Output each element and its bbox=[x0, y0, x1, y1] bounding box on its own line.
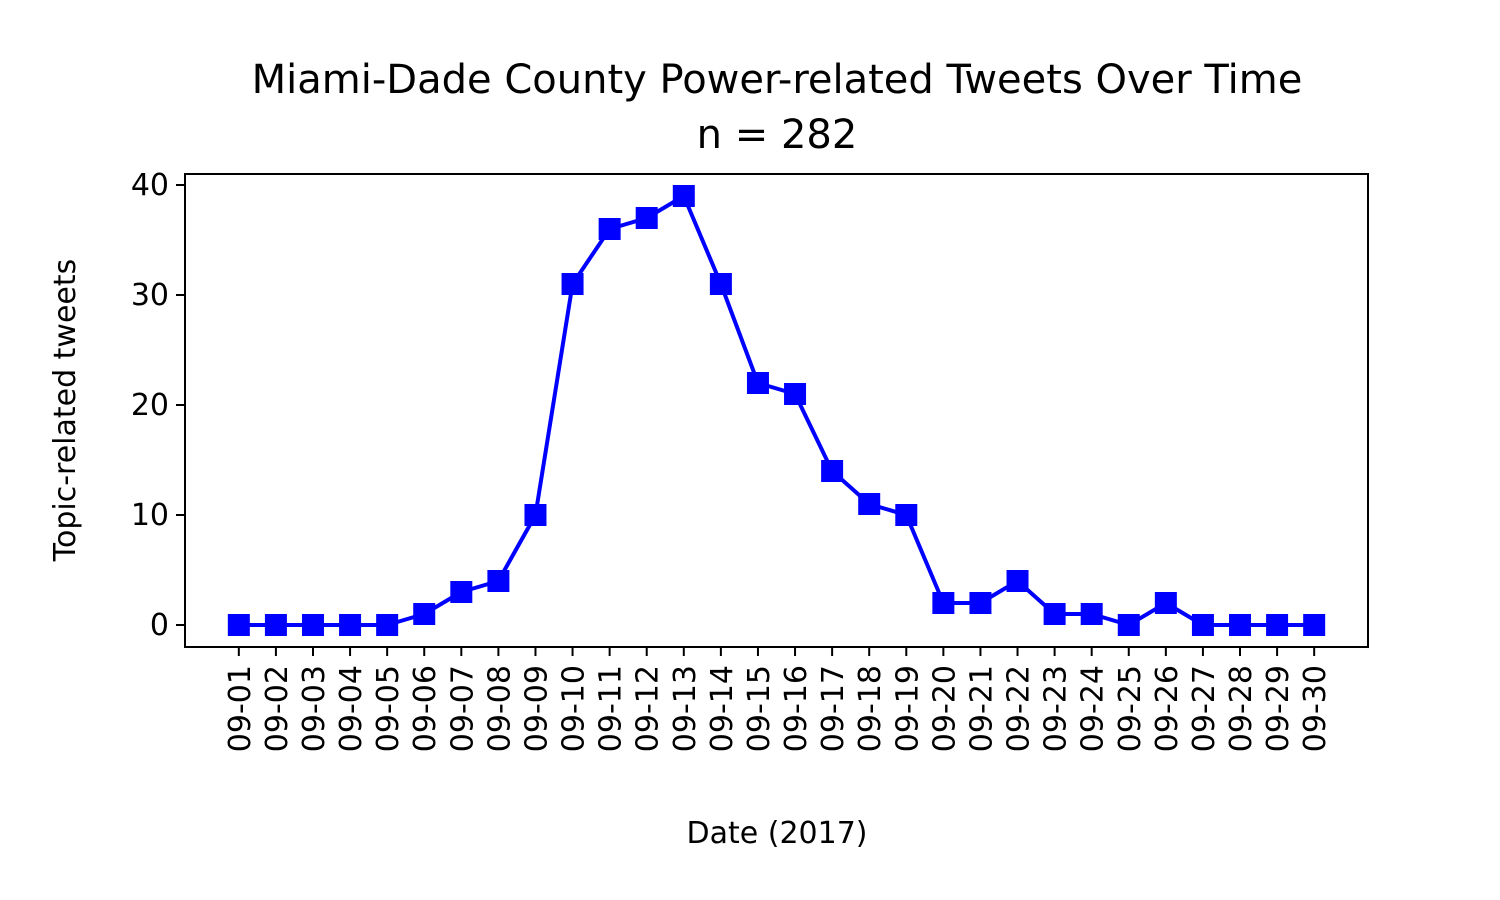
data-point bbox=[1266, 614, 1289, 636]
data-point bbox=[932, 592, 955, 614]
x-axis-label: Date (2017) bbox=[687, 816, 868, 851]
plot-area-frame bbox=[184, 173, 1369, 648]
series-line bbox=[227, 185, 1326, 636]
chart-subtitle: n = 282 bbox=[697, 112, 858, 158]
data-point bbox=[784, 383, 807, 405]
x-tick-label: 09-05 bbox=[371, 665, 406, 752]
series-polyline bbox=[238, 194, 1315, 627]
data-point bbox=[1006, 570, 1029, 592]
x-tick-label: 09-24 bbox=[1076, 665, 1111, 752]
x-axis: 09-01 09-02 09-03 09-04 09-05 09-06 09-07 09-08… bbox=[223, 647, 1333, 752]
data-point bbox=[709, 273, 732, 295]
data-point bbox=[1303, 614, 1326, 636]
data-point bbox=[1117, 614, 1140, 636]
data-point bbox=[339, 614, 362, 636]
data-point bbox=[858, 493, 881, 515]
data-point bbox=[635, 207, 658, 229]
x-tick-label: 09-25 bbox=[1113, 665, 1148, 752]
x-tick-label: 09-27 bbox=[1187, 665, 1222, 752]
data-point bbox=[227, 614, 250, 636]
y-axis: 0 10 20 30 40 bbox=[131, 168, 185, 643]
x-tick-label: 09-16 bbox=[779, 665, 814, 752]
x-tick-label: 09-01 bbox=[223, 665, 258, 752]
data-point bbox=[487, 570, 510, 592]
x-tick-label: 09-23 bbox=[1039, 665, 1074, 752]
data-point bbox=[598, 218, 621, 240]
x-tick-label: 09-11 bbox=[594, 665, 629, 752]
x-tick-label: 09-28 bbox=[1224, 665, 1259, 752]
y-tick-label: 20 bbox=[131, 388, 169, 423]
data-point bbox=[746, 372, 769, 394]
y-tick-label: 10 bbox=[131, 498, 169, 533]
x-tick-label: 09-07 bbox=[445, 665, 480, 752]
data-point bbox=[821, 460, 844, 482]
x-tick-label: 09-04 bbox=[334, 665, 369, 752]
x-tick-label: 09-06 bbox=[408, 665, 443, 752]
data-point bbox=[301, 614, 324, 636]
x-tick-label: 09-08 bbox=[482, 665, 517, 752]
data-point bbox=[672, 185, 695, 207]
x-tick-label: 09-26 bbox=[1150, 665, 1185, 752]
data-point bbox=[264, 614, 287, 636]
data-point bbox=[561, 273, 584, 295]
x-tick-label: 09-30 bbox=[1298, 665, 1333, 752]
x-tick-label: 09-14 bbox=[705, 665, 740, 752]
y-tick-label: 0 bbox=[150, 608, 169, 643]
x-tick-label: 09-09 bbox=[519, 665, 554, 752]
chart-title: Miami-Dade County Power-related Tweets O… bbox=[252, 57, 1303, 103]
data-point bbox=[524, 504, 547, 526]
data-point bbox=[1191, 614, 1214, 636]
data-point bbox=[1154, 592, 1177, 614]
x-tick-label: 09-18 bbox=[853, 665, 888, 752]
x-tick-label: 09-22 bbox=[1002, 665, 1037, 752]
data-point bbox=[969, 592, 992, 614]
x-tick-label: 09-13 bbox=[668, 665, 703, 752]
x-tick-label: 09-20 bbox=[927, 665, 962, 752]
x-tick-label: 09-12 bbox=[631, 665, 666, 752]
y-axis-label: Topic-related tweets bbox=[48, 259, 83, 563]
y-tick-label: 40 bbox=[131, 168, 169, 203]
data-point bbox=[450, 581, 473, 603]
data-point bbox=[895, 504, 918, 526]
x-tick-label: 09-29 bbox=[1261, 665, 1296, 752]
x-tick-label: 09-15 bbox=[742, 665, 777, 752]
x-tick-label: 09-10 bbox=[557, 665, 592, 752]
x-tick-label: 09-19 bbox=[890, 665, 925, 752]
data-point bbox=[376, 614, 399, 636]
y-tick-label: 30 bbox=[131, 278, 169, 313]
x-tick-label: 09-03 bbox=[297, 665, 332, 752]
data-point bbox=[1080, 603, 1103, 625]
x-tick-label: 09-21 bbox=[964, 665, 999, 752]
x-tick-label: 09-02 bbox=[260, 665, 295, 752]
x-tick-label: 09-17 bbox=[816, 665, 851, 752]
data-point bbox=[413, 603, 436, 625]
data-point bbox=[1229, 614, 1252, 636]
data-point bbox=[1043, 603, 1066, 625]
